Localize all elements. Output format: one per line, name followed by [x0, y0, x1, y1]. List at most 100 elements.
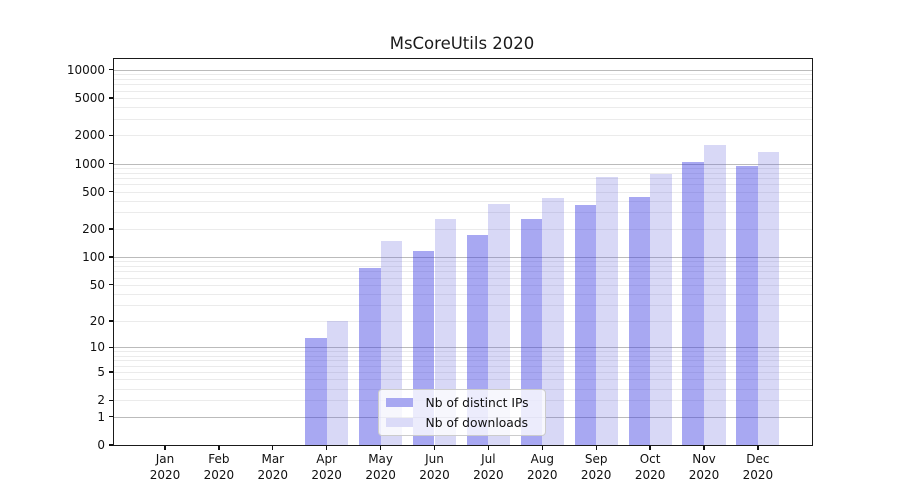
gridline-minor [113, 293, 812, 295]
gridline-minor [113, 284, 812, 286]
bar-downloads [650, 174, 672, 445]
bar-downloads [757, 152, 780, 445]
bar-distinct-ips [628, 196, 651, 445]
y-tick-label: 0 [97, 438, 105, 452]
gridline-minor [113, 360, 812, 362]
y-tick-label: 2000 [74, 128, 105, 143]
gridline-minor [113, 355, 812, 357]
gridline-minor [113, 351, 812, 353]
y-tick-label: 5 [97, 365, 105, 379]
x-tick-mark [164, 445, 166, 450]
bar-distinct-ips [736, 166, 758, 445]
gridline-minor [113, 271, 812, 273]
x-tick-mark [595, 445, 597, 450]
legend-item-downloads: Nb of downloads [385, 414, 538, 431]
y-tick-label: 10 [89, 340, 105, 355]
x-tick-label: Jul 2020 [473, 452, 504, 482]
x-tick-label: Sep 2020 [580, 452, 612, 482]
y-tick-mark [109, 191, 114, 193]
x-tick-label: May 2020 [365, 452, 396, 482]
x-tick-label: Dec 2020 [742, 452, 774, 482]
x-tick-mark [757, 445, 759, 450]
x-tick-label: Apr 2020 [311, 452, 342, 482]
legend-label-downloads: Nb of downloads [425, 415, 529, 430]
gridline-minor [113, 78, 812, 80]
gridline-minor [113, 365, 812, 367]
gridline-minor [113, 90, 812, 92]
y-tick-label: 200 [82, 221, 105, 236]
gridline-minor [113, 167, 812, 169]
gridline-minor [113, 379, 812, 381]
x-tick-label: Aug 2020 [527, 452, 558, 482]
x-tick-label: Mar 2020 [257, 452, 289, 482]
y-tick-mark [109, 320, 114, 322]
plot-area: Nb of distinct IPs Nb of downloads [112, 58, 813, 446]
y-tick-mark [109, 162, 114, 165]
gridline-minor [113, 118, 812, 120]
gridline-minor [113, 172, 812, 174]
y-tick-label: 50 [89, 277, 105, 292]
y-tick-label: 20 [89, 313, 105, 328]
x-tick-mark [487, 445, 490, 450]
gridline-major [113, 69, 812, 71]
x-tick-mark [379, 445, 382, 450]
bar-downloads [326, 320, 349, 445]
y-tick-mark [109, 69, 114, 71]
x-tick-mark [541, 445, 543, 450]
y-tick-label: 1 [97, 409, 105, 424]
x-tick-mark [649, 445, 651, 450]
gridline-minor [113, 265, 812, 267]
gridline-minor [113, 184, 812, 186]
y-tick-mark [109, 399, 114, 401]
legend-swatch-distinct-ips-icon [385, 397, 413, 408]
gridline-minor [113, 320, 812, 322]
gridline-minor [113, 228, 812, 230]
y-tick-mark [109, 346, 114, 348]
legend-item-distinct-ips: Nb of distinct IPs [385, 394, 538, 411]
y-tick-mark [109, 228, 114, 230]
bar-distinct-ips [520, 218, 543, 445]
legend: Nb of distinct IPs Nb of downloads [377, 389, 546, 436]
y-tick-label: 5000 [74, 90, 105, 105]
y-tick-mark [109, 371, 114, 373]
y-tick-label: 100 [82, 249, 105, 264]
gridline-minor [113, 277, 812, 279]
chart-title: MsCoreUtils 2020 [389, 34, 535, 53]
gridline-minor [113, 305, 812, 307]
gridline-minor [113, 107, 812, 108]
gridline-minor [113, 200, 812, 202]
y-tick-mark [109, 256, 114, 258]
y-tick-label: 1000 [74, 156, 105, 171]
y-tick-mark [109, 284, 114, 286]
x-tick-mark [433, 445, 436, 450]
gridline-minor [113, 135, 812, 137]
bar-downloads [704, 145, 726, 445]
x-tick-mark [218, 445, 220, 450]
gridline-major [113, 163, 812, 165]
x-tick-mark [703, 445, 705, 450]
gridline-major [113, 256, 812, 258]
legend-label-distinct-ips: Nb of distinct IPs [425, 395, 529, 410]
x-tick-label: Oct 2020 [634, 452, 666, 482]
bar-downloads [488, 204, 510, 445]
x-tick-mark [272, 445, 274, 450]
legend-swatch-downloads-icon [385, 417, 413, 428]
bar-downloads [596, 176, 618, 445]
y-tick-mark [109, 416, 114, 418]
gridline-major [113, 347, 812, 349]
gridline-minor [113, 372, 812, 373]
x-tick-label: Nov 2020 [688, 452, 720, 482]
gridline-minor [113, 212, 812, 214]
gridline-minor [113, 84, 812, 86]
y-tick-mark [109, 134, 114, 136]
y-tick-label: 500 [82, 184, 105, 199]
gridline-minor [113, 178, 812, 179]
bar-distinct-ips [359, 268, 381, 445]
bar-downloads [542, 197, 564, 445]
bar-distinct-ips [305, 337, 327, 445]
gridline-minor [113, 191, 812, 193]
gridline-minor [113, 261, 812, 263]
bar-distinct-ips [682, 161, 704, 445]
x-tick-label: Feb 2020 [203, 452, 235, 482]
